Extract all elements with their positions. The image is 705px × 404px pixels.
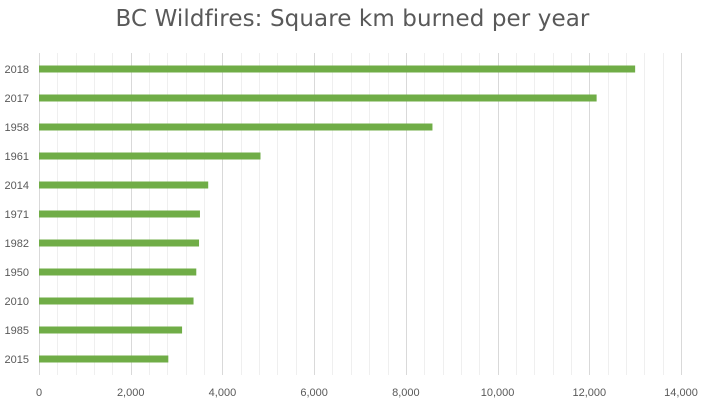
category-label-2017: 2017 [5, 93, 29, 105]
x-tick-label: 6,000 [300, 387, 328, 399]
category-label-1982: 1982 [5, 238, 29, 250]
x-tick-label: 0 [36, 387, 42, 399]
chart-title: BC Wildfires: Square km burned per year [115, 6, 590, 32]
category-label-1958: 1958 [5, 122, 29, 134]
bar-2010 [39, 297, 194, 305]
category-label-2010: 2010 [5, 296, 29, 308]
x-tick-label: 4,000 [209, 387, 237, 399]
bar-1982 [39, 239, 200, 247]
category-label-1961: 1961 [5, 151, 29, 163]
x-axis-tick-labels: 0 2,000 4,000 6,000 8,000 10,000 12,000 14,000 [36, 387, 698, 399]
gridlines [39, 53, 682, 375]
bar-2014 [39, 181, 209, 189]
category-label-2015: 2015 [5, 354, 29, 366]
category-label-2014: 2014 [5, 180, 29, 192]
bars [39, 65, 636, 363]
bar-1958 [39, 123, 433, 131]
bar-1985 [39, 326, 183, 334]
x-tick-label: 8,000 [392, 387, 420, 399]
category-labels: 2018 2017 1958 1961 2014 1971 1982 1950 2010 1985… [5, 64, 29, 366]
bar-2018 [39, 65, 636, 73]
bar-2017 [39, 94, 597, 102]
bar-1950 [39, 268, 197, 276]
bar-1961 [39, 152, 261, 160]
bar-2015 [39, 355, 169, 363]
bar-1971 [39, 210, 200, 218]
category-label-1950: 1950 [5, 267, 29, 279]
category-label-1971: 1971 [5, 209, 29, 221]
x-tick-label: 12,000 [572, 387, 606, 399]
category-label-2018: 2018 [5, 64, 29, 76]
category-label-1985: 1985 [5, 325, 29, 337]
x-tick-label: 2,000 [117, 387, 145, 399]
x-tick-label: 14,000 [664, 387, 698, 399]
x-tick-label: 10,000 [481, 387, 515, 399]
